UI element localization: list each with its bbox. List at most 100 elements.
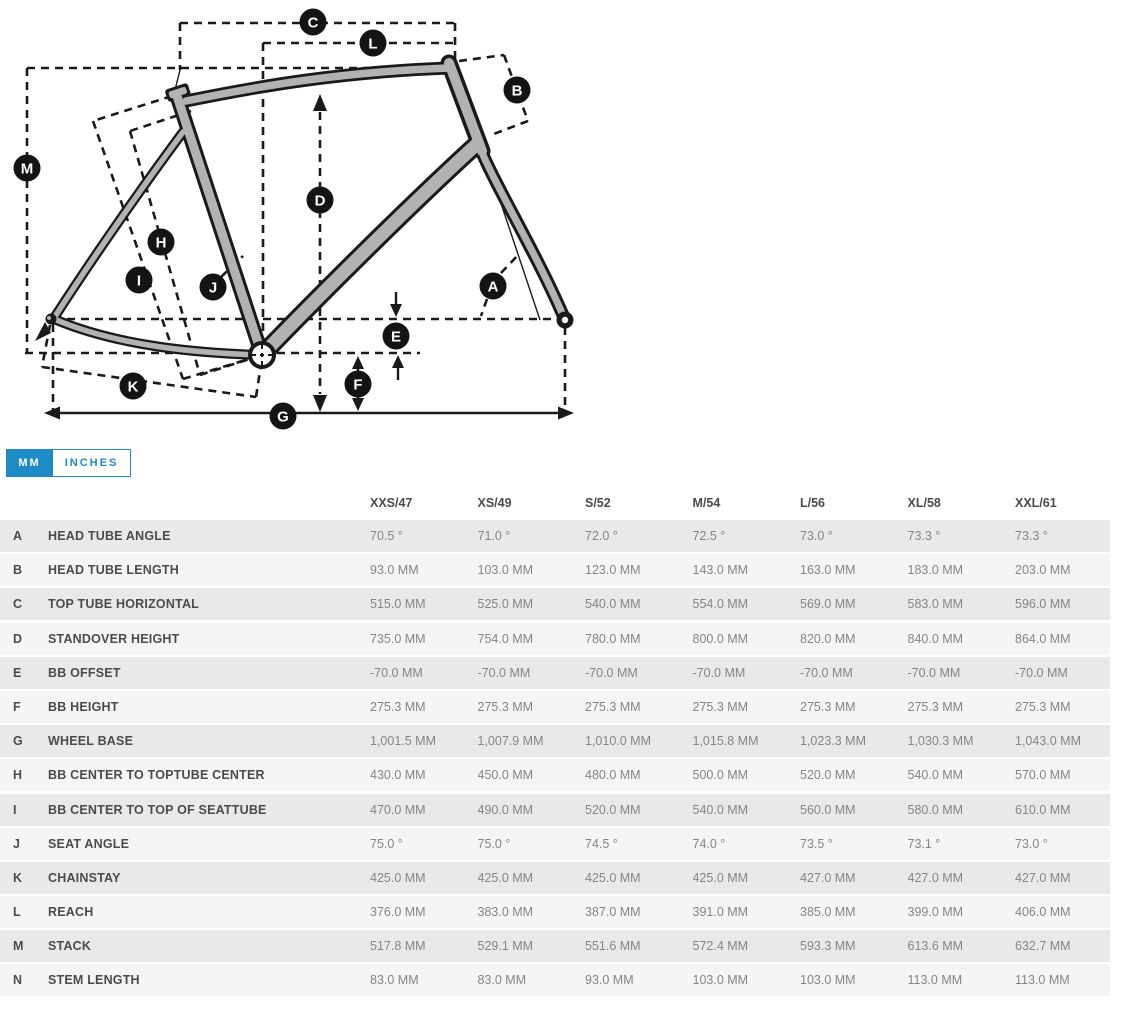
cell-value: 74.5 ° — [585, 836, 618, 851]
cell-value: 73.0 ° — [800, 529, 833, 543]
row-label: BB OFFSET — [48, 665, 121, 680]
row-label: HEAD TUBE LENGTH — [48, 563, 179, 578]
table-row-I: I BB CENTER TO TOP OF SEATTUBE 470.0 MM 490… — [0, 793, 1110, 826]
seat-clamp-core — [168, 86, 187, 99]
bottom-bracket — [248, 341, 276, 369]
row-letter: N — [13, 973, 23, 988]
cell-value: 383.0 MM — [477, 905, 534, 920]
cell-value: -70.0 MM — [477, 665, 531, 680]
svg-text:D: D — [315, 192, 326, 209]
rear-dropout — [35, 313, 57, 341]
cell-value: 840.0 MM — [907, 631, 964, 646]
cell-value: 103.0 MM — [692, 973, 749, 988]
cell-value: 800.0 MM — [692, 631, 749, 646]
bike-frame-diagram-svg: C L B M D H I J A E F K G — [13, 8, 574, 430]
cell-value: 73.5 ° — [800, 836, 833, 851]
column-header-XL/58: XL/58 — [907, 496, 941, 510]
diagram-label-E: E — [382, 322, 410, 350]
diagram-label-G: G — [269, 402, 297, 430]
cell-value: 517.8 MM — [370, 939, 426, 954]
cell-value: 490.0 MM — [477, 802, 534, 817]
cell-value: 93.0 MM — [370, 563, 419, 578]
cell-value: 529.1 MM — [477, 939, 534, 954]
column-header-L/56: L/56 — [800, 496, 826, 510]
cell-value: 525.0 MM — [477, 597, 534, 612]
cell-value: 123.0 MM — [585, 563, 641, 578]
cell-value: 1,001.5 MM — [370, 734, 437, 749]
cell-value: 1,023.3 MM — [800, 734, 867, 749]
units-toggle: MM INCHES — [6, 449, 131, 477]
units-tab-mm[interactable]: MM — [6, 449, 53, 477]
diagram-label-K: K — [119, 372, 147, 400]
row-label: BB HEIGHT — [48, 699, 119, 714]
row-letter: D — [13, 631, 23, 646]
cell-value: -70.0 MM — [585, 665, 638, 680]
cell-value: 387.0 MM — [585, 905, 641, 920]
cell-value: 580.0 MM — [907, 802, 964, 817]
cell-value: 73.1 ° — [907, 836, 941, 851]
table-row-K: K CHAINSTAY 425.0 MM 425.0 MM 425.0 MM 425.0 … — [0, 861, 1110, 894]
row-letter: J — [13, 836, 20, 851]
cell-value: 425.0 MM — [585, 870, 641, 885]
table-row-C: C TOP TUBE HORIZONTAL 515.0 MM 525.0 MM 540.… — [0, 588, 1110, 621]
units-tab-inches[interactable]: INCHES — [53, 449, 131, 477]
table-row-E: E BB OFFSET -70.0 MM -70.0 MM -70.0 MM -70.0 … — [0, 656, 1110, 689]
cell-value: 275.3 MM — [477, 699, 534, 714]
cell-value: 113.0 MM — [1015, 973, 1070, 988]
row-letter: K — [13, 870, 23, 885]
cell-value: 103.0 MM — [800, 973, 856, 988]
table-row-H: H BB CENTER TO TOPTUBE CENTER 430.0 MM 450.… — [0, 759, 1110, 792]
table-row-B: B HEAD TUBE LENGTH 93.0 MM 103.0 MM 123.0 MM… — [0, 554, 1110, 587]
cell-value: 275.3 MM — [585, 699, 641, 714]
chain-stay — [51, 316, 263, 358]
svg-text:J: J — [209, 279, 217, 296]
cell-value: 275.3 MM — [1015, 699, 1071, 714]
head-tube — [444, 58, 487, 156]
cell-value: 480.0 MM — [585, 768, 641, 783]
cell-value: 406.0 MM — [1015, 905, 1071, 920]
svg-text:H: H — [156, 234, 167, 251]
cell-value: 74.0 ° — [692, 836, 726, 851]
svg-text:C: C — [308, 14, 319, 31]
table-row-D: D STANDOVER HEIGHT 735.0 MM 754.0 MM 780.0 M… — [0, 622, 1110, 655]
cell-value: 93.0 MM — [585, 973, 634, 988]
row-label: HEAD TUBE ANGLE — [48, 529, 171, 543]
table-row-F: F BB HEIGHT 275.3 MM 275.3 MM 275.3 MM 275.3 … — [0, 690, 1110, 723]
diagram-label-H: H — [147, 228, 175, 256]
table-row-N: N STEM LENGTH 83.0 MM 83.0 MM 93.0 MM 103.0 M… — [0, 964, 1110, 997]
cell-value: 72.5 ° — [692, 529, 726, 543]
cell-value: 72.0 ° — [585, 529, 618, 543]
row-letter: C — [13, 597, 23, 612]
cell-value: 780.0 MM — [585, 631, 641, 646]
cell-value: 425.0 MM — [370, 870, 426, 885]
svg-text:E: E — [391, 328, 401, 345]
cell-value: 820.0 MM — [800, 631, 856, 646]
cell-value: 75.0 ° — [477, 836, 511, 851]
cell-value: 1,030.3 MM — [907, 734, 974, 749]
cell-value: -70.0 MM — [907, 665, 961, 680]
svg-text:K: K — [128, 378, 139, 395]
row-letter: G — [13, 734, 23, 749]
table-row-M: M STACK 517.8 MM 529.1 MM 551.6 MM 572.4 MM 59… — [0, 930, 1110, 963]
row-label: BB CENTER TO TOPTUBE CENTER — [48, 768, 265, 783]
frame-geometry-diagram: C L B M D H I J A E F K G — [0, 0, 595, 438]
cell-value: 275.3 MM — [907, 699, 964, 714]
cell-value: 427.0 MM — [800, 870, 856, 885]
cell-value: 427.0 MM — [907, 870, 964, 885]
cell-value: 430.0 MM — [370, 768, 426, 783]
cell-value: 540.0 MM — [585, 597, 641, 612]
cell-value: 75.0 ° — [370, 836, 403, 851]
cell-value: 113.0 MM — [907, 973, 963, 988]
cell-value: 275.3 MM — [692, 699, 749, 714]
geometry-table-header: XXS/47 XS/49 S/52 M/54 L/56 XL/58 XXL/61 — [0, 488, 1110, 518]
cell-value: 425.0 MM — [692, 870, 749, 885]
cell-value: 540.0 MM — [692, 802, 749, 817]
row-letter: A — [13, 529, 23, 543]
table-row-L: L REACH 376.0 MM 383.0 MM 387.0 MM 391.0 MM 38… — [0, 896, 1110, 929]
row-label: STEM LENGTH — [48, 973, 140, 988]
cell-value: 560.0 MM — [800, 802, 856, 817]
diagram-label-B: B — [503, 76, 531, 104]
fork — [477, 146, 569, 324]
cell-value: 1,043.0 MM — [1015, 734, 1082, 749]
